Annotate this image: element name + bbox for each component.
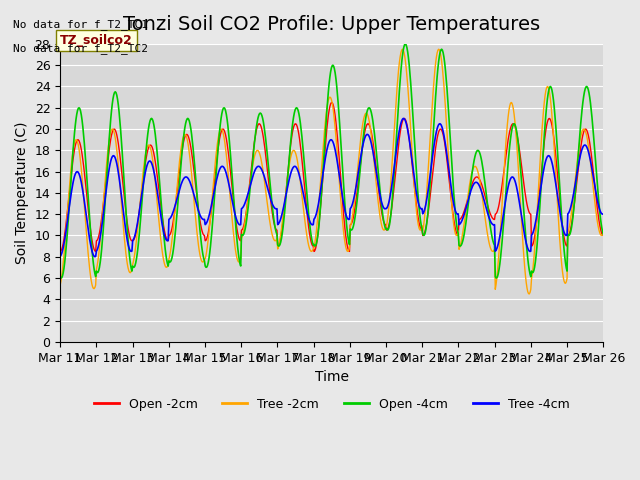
Line: Tree -4cm: Tree -4cm: [60, 119, 604, 257]
Tree -2cm: [206, 222, 214, 228]
Open -4cm: [122, 207, 130, 213]
Tree -4cm: [91, 254, 99, 260]
Tree -4cm: [56, 253, 64, 259]
Open -2cm: [328, 100, 335, 106]
Open -2cm: [66, 183, 74, 189]
Line: Open -2cm: Open -2cm: [60, 103, 604, 252]
Open -2cm: [206, 221, 214, 227]
Open -4cm: [66, 192, 74, 198]
Title: Tonzi Soil CO2 Profile: Upper Temperatures: Tonzi Soil CO2 Profile: Upper Temperatur…: [123, 15, 540, 34]
Open -4cm: [492, 275, 500, 281]
Open -2cm: [600, 233, 607, 239]
Open -4cm: [398, 60, 406, 66]
Tree -4cm: [600, 211, 607, 217]
Tree -2cm: [122, 250, 130, 256]
Line: Tree -2cm: Tree -2cm: [60, 49, 604, 294]
Open -2cm: [56, 249, 64, 254]
Tree -2cm: [414, 222, 422, 228]
Tree -4cm: [207, 207, 214, 213]
Open -2cm: [177, 155, 185, 161]
Open -2cm: [122, 209, 130, 215]
Open -2cm: [414, 215, 422, 221]
Tree -2cm: [56, 282, 64, 288]
Open -4cm: [600, 231, 607, 237]
Open -4cm: [56, 274, 64, 279]
Tree -2cm: [177, 146, 185, 152]
Text: No data for f_T2_TC2: No data for f_T2_TC2: [13, 43, 148, 54]
Tree -4cm: [66, 199, 74, 205]
Tree -4cm: [400, 116, 408, 121]
Tree -4cm: [415, 202, 423, 208]
Text: TZ_soilco2: TZ_soilco2: [60, 34, 133, 47]
Tree -2cm: [66, 177, 74, 182]
Open -2cm: [399, 119, 406, 124]
Line: Open -4cm: Open -4cm: [60, 44, 604, 278]
Legend: Open -2cm, Tree -2cm, Open -4cm, Tree -4cm: Open -2cm, Tree -2cm, Open -4cm, Tree -4…: [88, 393, 575, 416]
Tree -4cm: [178, 180, 186, 185]
Open -4cm: [206, 250, 214, 256]
X-axis label: Time: Time: [315, 370, 349, 384]
Open -4cm: [177, 161, 185, 167]
Tree -2cm: [600, 230, 607, 236]
Tree -2cm: [398, 48, 406, 53]
Tree -4cm: [399, 117, 406, 122]
Tree -2cm: [399, 47, 406, 52]
Text: No data for f_T2_TC1: No data for f_T2_TC1: [13, 19, 148, 30]
Tree -2cm: [525, 291, 533, 297]
Tree -4cm: [123, 234, 131, 240]
Open -4cm: [414, 195, 422, 201]
Open -4cm: [401, 41, 409, 47]
Y-axis label: Soil Temperature (C): Soil Temperature (C): [15, 121, 29, 264]
